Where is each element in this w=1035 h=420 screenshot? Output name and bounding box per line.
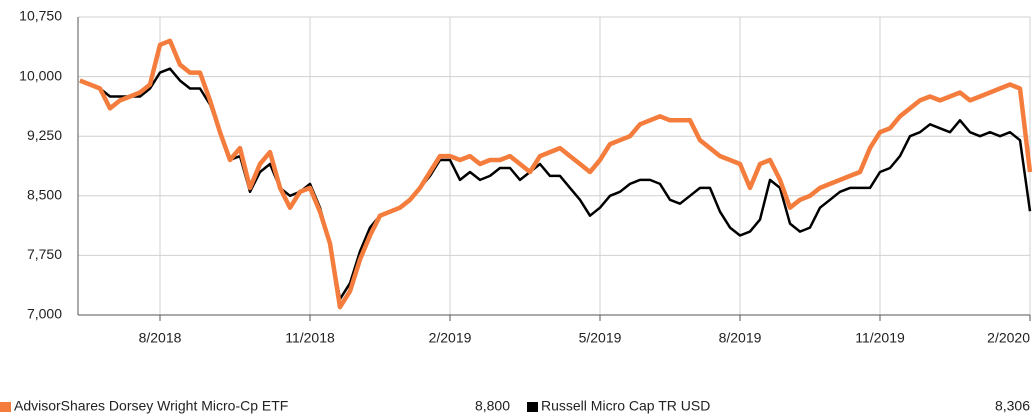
y-tick-label: 9,250 [27,127,62,143]
legend-value: 8,306 [995,398,1030,414]
x-tick-label: 8/2019 [719,330,762,346]
series-line [79,67,1032,301]
y-tick-label: 10,750 [19,8,62,24]
x-tick-label: 11/2019 [855,330,905,346]
legend-swatch [527,402,538,412]
legend-label: AdvisorShares Dorsey Wright Micro-Cp ETF [14,398,288,414]
x-tick-label: 2/2020 [987,330,1030,346]
x-tick-label: 2/2019 [429,330,472,346]
series-line [79,38,1033,310]
legend-value: 8,800 [475,398,510,414]
legend-swatch [0,402,11,412]
y-tick-label: 7,000 [27,306,62,322]
y-tick-label: 10,000 [19,67,62,83]
y-tick-label: 7,750 [27,246,62,262]
x-tick-label: 5/2019 [579,330,622,346]
x-tick-label: 11/2018 [285,330,335,346]
y-tick-label: 8,500 [27,187,62,203]
legend-label: Russell Micro Cap TR USD [541,398,710,414]
x-tick-label: 8/2018 [139,330,182,346]
